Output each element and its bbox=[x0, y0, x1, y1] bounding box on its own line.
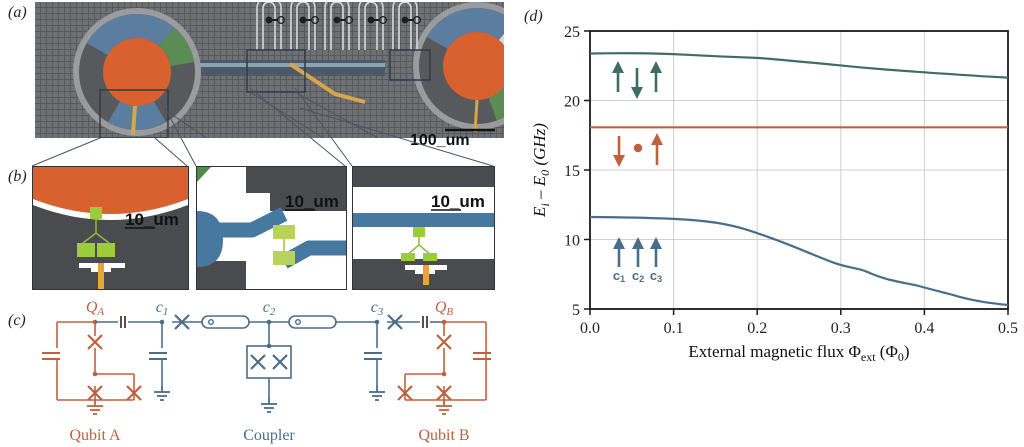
svg-text:External magnetic flux Φext (Φ: External magnetic flux Φext (Φ0) bbox=[688, 342, 909, 364]
svg-text:Ei – E0 (GHz): Ei – E0 (GHz) bbox=[530, 123, 552, 218]
svg-text:c2: c2 bbox=[263, 299, 276, 318]
svg-text:10: 10 bbox=[564, 233, 580, 250]
svg-text:0.0: 0.0 bbox=[580, 320, 600, 337]
svg-text:QB: QB bbox=[435, 299, 454, 318]
svg-text:0.3: 0.3 bbox=[831, 320, 851, 337]
svg-text:Coupler: Coupler bbox=[243, 427, 295, 444]
svg-text:0.2: 0.2 bbox=[747, 320, 767, 337]
svg-text:c3: c3 bbox=[650, 268, 662, 284]
svg-text:0.1: 0.1 bbox=[664, 320, 684, 337]
svg-text:10_um: 10_um bbox=[431, 192, 485, 211]
svg-text:5: 5 bbox=[572, 302, 580, 319]
svg-text:c1: c1 bbox=[156, 299, 169, 318]
svg-text:c2: c2 bbox=[632, 268, 644, 284]
svg-text:QA: QA bbox=[86, 299, 105, 318]
svg-text:Qubit B: Qubit B bbox=[418, 427, 469, 444]
svg-text:c3: c3 bbox=[371, 299, 384, 318]
svg-text:0.5: 0.5 bbox=[998, 320, 1018, 337]
svg-text:c1: c1 bbox=[613, 268, 625, 284]
svg-text:0.4: 0.4 bbox=[914, 320, 934, 337]
svg-text:20: 20 bbox=[564, 94, 580, 111]
svg-text:Qubit A: Qubit A bbox=[69, 427, 121, 444]
svg-text:25: 25 bbox=[564, 24, 580, 41]
svg-text:15: 15 bbox=[564, 163, 580, 180]
